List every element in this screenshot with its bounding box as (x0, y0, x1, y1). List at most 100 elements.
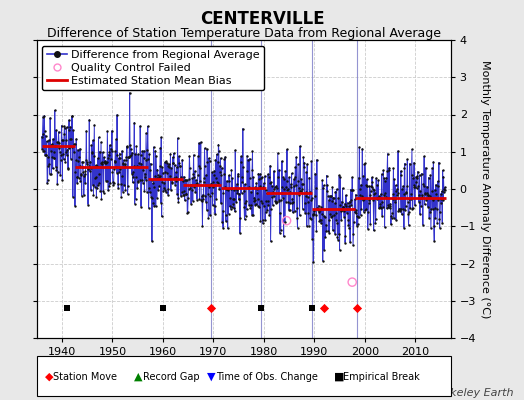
Point (72, 174, 81, 181)
Point (357, 182, 365, 188)
Point (48, 154, 56, 160)
Point (198, 198, 206, 204)
Text: CENTERVILLE: CENTERVILLE (200, 10, 324, 28)
Point (276, 230, 284, 236)
Point (388, 210, 396, 216)
Point (211, 203, 219, 210)
Point (299, 181, 307, 188)
Point (79, 169, 88, 175)
Point (187, 201, 195, 207)
Point (203, 146, 211, 152)
Point (398, 186, 407, 192)
Point (91, 183, 99, 190)
Point (421, 190, 430, 197)
Point (362, 182, 370, 188)
Point (117, 173, 126, 179)
Point (94, 134, 103, 140)
Point (209, 184, 217, 190)
Point (174, 153, 183, 159)
Point (281, 168, 289, 174)
Point (420, 183, 428, 189)
Point (76, 178, 84, 184)
Point (165, 161, 173, 167)
Point (209, 179, 217, 185)
Point (367, 183, 375, 190)
Point (242, 213, 250, 219)
Point (337, 217, 345, 223)
Point (279, 194, 287, 201)
Point (121, 186, 129, 193)
Point (397, 206, 406, 212)
Point (180, 192, 189, 199)
Point (206, 181, 215, 188)
Point (61, 149, 70, 155)
Point (196, 139, 205, 145)
Point (200, 175, 209, 181)
Point (113, 169, 121, 176)
Point (346, 239, 354, 246)
Point (292, 182, 300, 189)
Point (440, 188, 448, 195)
Point (217, 200, 225, 206)
Point (324, 216, 333, 223)
Point (345, 202, 353, 209)
Point (245, 202, 253, 208)
Point (215, 186, 223, 192)
Point (318, 204, 326, 211)
Point (309, 211, 317, 218)
Point (331, 230, 339, 237)
Point (157, 213, 166, 220)
Point (93, 163, 101, 169)
Point (222, 218, 230, 224)
Point (356, 186, 364, 192)
Point (238, 126, 247, 132)
Point (154, 187, 162, 193)
Point (430, 186, 439, 193)
Point (40, 128, 49, 134)
Point (326, 192, 334, 199)
Point (338, 207, 346, 214)
Point (122, 153, 130, 160)
Point (105, 149, 114, 155)
Point (163, 160, 171, 166)
Point (305, 174, 313, 181)
Point (336, 174, 344, 180)
Point (420, 153, 428, 160)
Point (272, 199, 280, 205)
Point (192, 181, 200, 188)
Point (159, 188, 168, 194)
Point (78, 192, 86, 199)
Point (245, 156, 254, 162)
Point (77, 172, 85, 178)
Point (124, 154, 133, 161)
Point (138, 177, 146, 184)
Point (311, 193, 319, 199)
Point (172, 164, 181, 170)
Point (316, 217, 325, 223)
Point (419, 222, 427, 228)
Point (363, 183, 372, 190)
Point (383, 168, 391, 174)
Point (231, 208, 239, 215)
Point (136, 152, 145, 158)
Point (422, 190, 431, 196)
Point (95, 179, 103, 186)
Point (286, 207, 294, 213)
Point (128, 150, 136, 156)
Point (213, 179, 221, 186)
Point (197, 197, 205, 203)
Point (181, 197, 189, 204)
Point (142, 130, 150, 136)
Point (230, 205, 238, 212)
Point (236, 214, 245, 221)
Point (196, 164, 204, 171)
Point (318, 177, 326, 184)
Point (352, 210, 360, 216)
Point (266, 238, 275, 244)
Point (353, 222, 361, 229)
Point (331, 188, 340, 195)
Point (170, 150, 178, 156)
Point (48, 141, 57, 147)
Point (52, 127, 60, 134)
Point (185, 175, 193, 182)
